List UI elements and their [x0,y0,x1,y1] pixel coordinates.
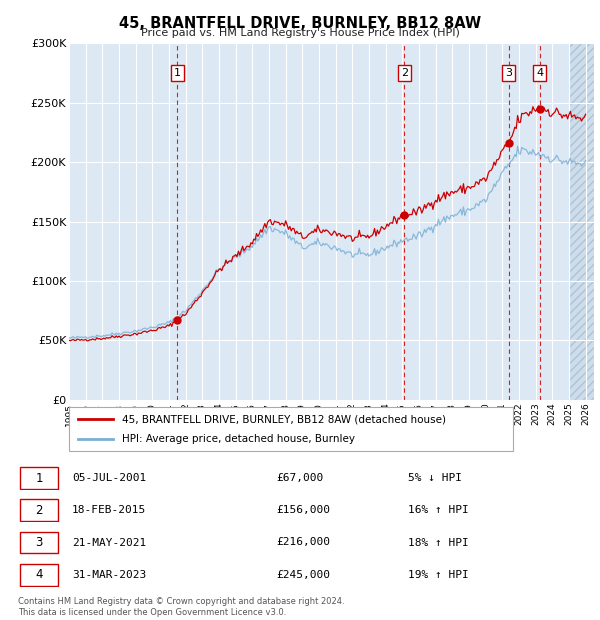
Text: 16% ↑ HPI: 16% ↑ HPI [408,505,469,515]
Text: £245,000: £245,000 [276,570,330,580]
Text: 4: 4 [35,569,43,581]
Text: £67,000: £67,000 [276,473,323,483]
Text: 2: 2 [35,504,43,516]
Text: 45, BRANTFELL DRIVE, BURNLEY, BB12 8AW: 45, BRANTFELL DRIVE, BURNLEY, BB12 8AW [119,16,481,30]
Text: 1: 1 [35,472,43,484]
Text: 31-MAR-2023: 31-MAR-2023 [72,570,146,580]
Text: 21-MAY-2021: 21-MAY-2021 [72,538,146,547]
Text: 45, BRANTFELL DRIVE, BURNLEY, BB12 8AW (detached house): 45, BRANTFELL DRIVE, BURNLEY, BB12 8AW (… [122,414,446,424]
Text: Price paid vs. HM Land Registry's House Price Index (HPI): Price paid vs. HM Land Registry's House … [140,28,460,38]
Text: 19% ↑ HPI: 19% ↑ HPI [408,570,469,580]
Text: Contains HM Land Registry data © Crown copyright and database right 2024.
This d: Contains HM Land Registry data © Crown c… [18,598,344,617]
Text: 18% ↑ HPI: 18% ↑ HPI [408,538,469,547]
Text: 18-FEB-2015: 18-FEB-2015 [72,505,146,515]
Bar [569,43,594,400]
Text: £216,000: £216,000 [276,538,330,547]
Text: 3: 3 [505,68,512,78]
Text: 3: 3 [35,536,43,549]
Text: £156,000: £156,000 [276,505,330,515]
Text: 1: 1 [174,68,181,78]
Text: 2: 2 [401,68,408,78]
Text: 4: 4 [536,68,544,78]
Text: HPI: Average price, detached house, Burnley: HPI: Average price, detached house, Burn… [122,434,355,444]
Text: 5% ↓ HPI: 5% ↓ HPI [408,473,462,483]
Text: 05-JUL-2001: 05-JUL-2001 [72,473,146,483]
